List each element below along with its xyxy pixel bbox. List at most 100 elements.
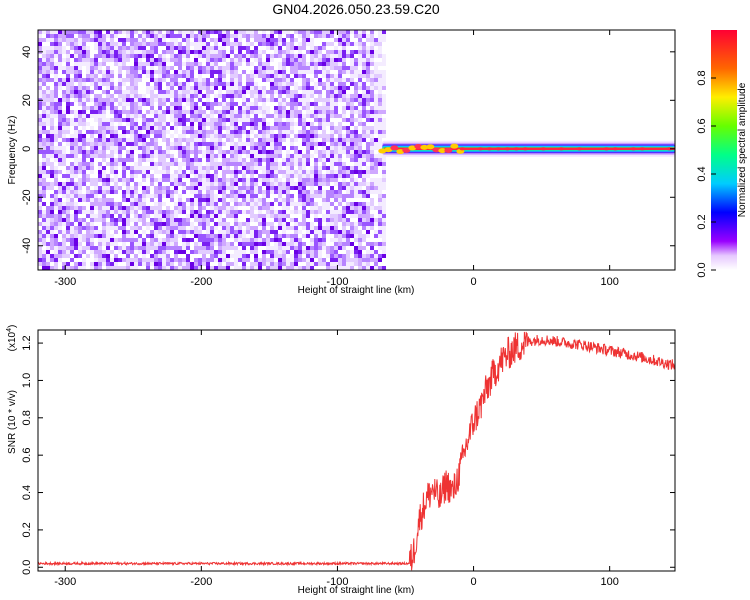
- noise-cell: [294, 86, 298, 90]
- noise-cell: [286, 70, 290, 74]
- noise-cell: [158, 146, 162, 150]
- noise-cell: [346, 258, 350, 262]
- noise-cell: [202, 166, 206, 170]
- noise-cell: [242, 114, 246, 118]
- noise-cell: [46, 170, 50, 174]
- noise-cell: [242, 266, 246, 270]
- noise-cell: [270, 258, 274, 262]
- noise-cell: [346, 266, 350, 270]
- noise-cell: [274, 246, 278, 250]
- noise-cell: [326, 130, 330, 134]
- noise-cell: [46, 226, 50, 230]
- noise-cell: [294, 226, 298, 230]
- noise-cell: [298, 258, 302, 262]
- noise-cell: [94, 226, 98, 230]
- noise-cell: [46, 66, 50, 70]
- noise-cell: [78, 246, 82, 250]
- noise-cell: [182, 202, 186, 206]
- noise-cell: [290, 66, 294, 70]
- noise-cell: [266, 46, 270, 50]
- noise-cell: [282, 30, 286, 34]
- noise-cell: [350, 106, 354, 110]
- noise-cell: [154, 90, 158, 94]
- noise-cell: [122, 246, 126, 250]
- noise-cell: [242, 142, 246, 146]
- noise-cell: [134, 166, 138, 170]
- noise-cell: [210, 210, 214, 214]
- noise-cell: [154, 102, 158, 106]
- noise-cell: [326, 66, 330, 70]
- noise-cell: [338, 202, 342, 206]
- noise-cell: [246, 158, 250, 162]
- noise-cell: [254, 82, 258, 86]
- noise-cell: [342, 82, 346, 86]
- noise-cell: [334, 110, 338, 114]
- noise-cell: [362, 74, 366, 78]
- noise-cell: [210, 258, 214, 262]
- noise-cell: [70, 238, 74, 242]
- noise-cell: [122, 226, 126, 230]
- noise-cell: [234, 82, 238, 86]
- noise-cell: [146, 134, 150, 138]
- noise-cell: [294, 258, 298, 262]
- noise-cell: [310, 94, 314, 98]
- noise-cell: [126, 110, 130, 114]
- noise-cell: [174, 170, 178, 174]
- noise-cell: [286, 138, 290, 142]
- noise-cell: [314, 206, 318, 210]
- noise-cell: [38, 230, 42, 234]
- noise-cell: [198, 78, 202, 82]
- noise-cell: [266, 158, 270, 162]
- noise-cell: [282, 122, 286, 126]
- noise-cell: [50, 62, 54, 66]
- noise-cell: [42, 94, 46, 98]
- noise-cell: [334, 210, 338, 214]
- noise-cell: [350, 102, 354, 106]
- noise-cell: [122, 122, 126, 126]
- noise-cell: [114, 38, 118, 42]
- noise-cell: [298, 146, 302, 150]
- noise-cell: [318, 70, 322, 74]
- noise-cell: [58, 106, 62, 110]
- noise-cell: [330, 150, 334, 154]
- noise-cell: [342, 34, 346, 38]
- noise-cell: [110, 150, 114, 154]
- noise-cell: [138, 98, 142, 102]
- noise-cell: [230, 266, 234, 270]
- noise-cell: [90, 162, 94, 166]
- noise-cell: [310, 78, 314, 82]
- noise-cell: [334, 118, 338, 122]
- noise-cell: [290, 50, 294, 54]
- noise-cell: [242, 118, 246, 122]
- noise-cell: [322, 90, 326, 94]
- noise-cell: [78, 90, 82, 94]
- noise-cell: [82, 242, 86, 246]
- noise-cell: [354, 126, 358, 130]
- noise-cell: [274, 170, 278, 174]
- noise-cell: [110, 102, 114, 106]
- noise-cell: [286, 258, 290, 262]
- noise-cell: [242, 122, 246, 126]
- noise-cell: [66, 194, 70, 198]
- noise-cell: [102, 198, 106, 202]
- noise-cell: [114, 118, 118, 122]
- noise-cell: [82, 146, 86, 150]
- noise-cell: [190, 86, 194, 90]
- noise-cell: [106, 262, 110, 266]
- noise-cell: [50, 106, 54, 110]
- noise-cell: [214, 54, 218, 58]
- noise-cell: [250, 158, 254, 162]
- noise-cell: [234, 242, 238, 246]
- noise-cell: [290, 210, 294, 214]
- noise-cell: [306, 174, 310, 178]
- noise-cell: [50, 242, 54, 246]
- noise-cell: [142, 126, 146, 130]
- noise-cell: [238, 78, 242, 82]
- noise-cell: [314, 154, 318, 158]
- noise-cell: [270, 178, 274, 182]
- noise-cell: [118, 134, 122, 138]
- noise-cell: [114, 94, 118, 98]
- noise-cell: [166, 122, 170, 126]
- noise-cell: [214, 138, 218, 142]
- noise-cell: [294, 34, 298, 38]
